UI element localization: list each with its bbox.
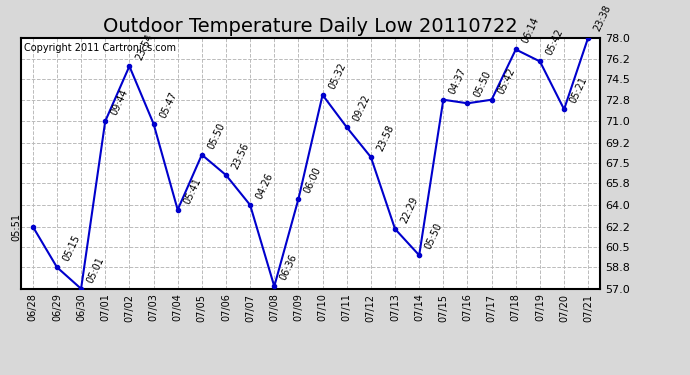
Text: 09:44: 09:44 (110, 88, 130, 117)
Text: 22:29: 22:29 (400, 195, 420, 225)
Text: 05:50: 05:50 (472, 69, 493, 99)
Text: 09:22: 09:22 (351, 93, 372, 123)
Text: 23:54: 23:54 (134, 33, 155, 62)
Text: 23:38: 23:38 (593, 4, 613, 33)
Text: 05:42: 05:42 (496, 66, 517, 96)
Text: 05:50: 05:50 (206, 121, 227, 151)
Text: 05:50: 05:50 (424, 222, 444, 251)
Text: 05:42: 05:42 (544, 28, 565, 57)
Text: 05:15: 05:15 (61, 234, 82, 263)
Text: Copyright 2011 Cartronics.com: Copyright 2011 Cartronics.com (23, 42, 175, 52)
Text: 05:41: 05:41 (182, 176, 203, 206)
Title: Outdoor Temperature Daily Low 20110722: Outdoor Temperature Daily Low 20110722 (103, 17, 518, 36)
Text: 23:56: 23:56 (230, 141, 251, 171)
Text: 06:00: 06:00 (303, 165, 324, 195)
Text: 04:37: 04:37 (448, 66, 469, 96)
Text: 05:01: 05:01 (86, 255, 106, 285)
Text: 04:26: 04:26 (255, 171, 275, 201)
Text: 05:51: 05:51 (12, 213, 21, 240)
Text: 06:14: 06:14 (520, 16, 541, 45)
Text: 05:32: 05:32 (327, 61, 348, 91)
Text: 05:47: 05:47 (158, 90, 179, 120)
Text: 06:36: 06:36 (279, 253, 299, 282)
Text: 23:58: 23:58 (375, 123, 396, 153)
Text: 05:21: 05:21 (569, 75, 589, 105)
